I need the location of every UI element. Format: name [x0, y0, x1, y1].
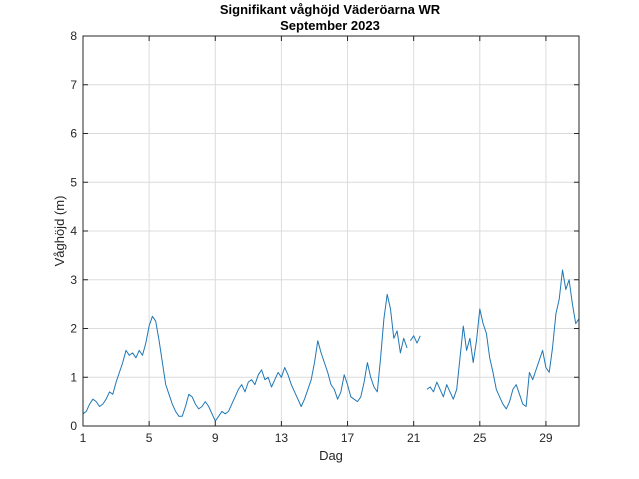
series-group	[82, 269, 580, 422]
x-tick-label: 29	[539, 431, 553, 445]
x-tick-label: 1	[80, 431, 87, 445]
grid	[83, 36, 579, 426]
y-tick-label: 4	[70, 224, 77, 238]
x-tick-label: 5	[146, 431, 153, 445]
y-tick-label: 6	[70, 127, 77, 141]
x-axis-label: Dag	[319, 448, 343, 463]
y-tick-label: 5	[70, 175, 77, 189]
x-axis: 1 5 9 13 17 21 25 29	[80, 36, 553, 445]
x-tick-label: 25	[473, 431, 487, 445]
y-tick-label: 1	[70, 370, 77, 384]
y-tick-label: 2	[70, 322, 77, 336]
chart-subtitle: September 2023	[280, 18, 380, 33]
wave-height-line	[409, 335, 421, 344]
y-tick-label: 3	[70, 273, 77, 287]
chart-title: Signifikant våghöjd Väderöarna WR	[220, 2, 441, 17]
y-tick-label: 7	[70, 78, 77, 92]
wave-height-line	[82, 293, 408, 422]
y-tick-label: 8	[70, 29, 77, 43]
x-tick-label: 13	[275, 431, 289, 445]
wave-height-line	[426, 269, 580, 410]
y-tick-label: 0	[70, 419, 77, 433]
x-tick-label: 9	[212, 431, 219, 445]
y-axis: 0 1 2 3 4 5 6 7 8	[70, 29, 579, 433]
y-axis-label: Våghöjd (m)	[52, 196, 67, 267]
x-tick-label: 21	[407, 431, 421, 445]
x-tick-label: 17	[341, 431, 355, 445]
